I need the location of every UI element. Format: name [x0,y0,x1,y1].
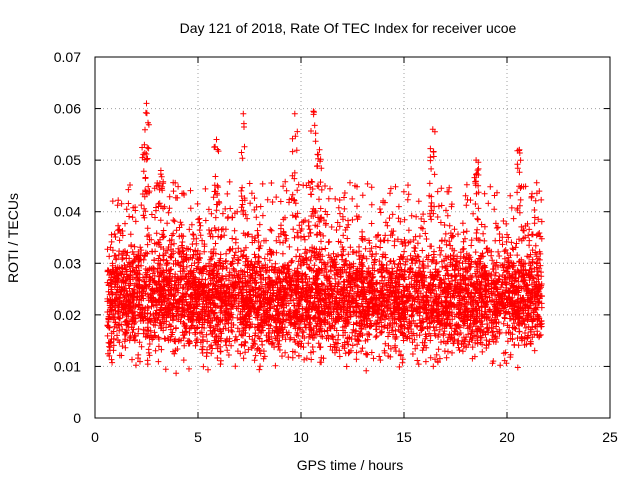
x-tick-label: 25 [602,429,618,445]
data-points [104,100,545,377]
y-tick-label: 0.06 [54,101,81,117]
roti-point-markers [104,100,545,377]
x-tick-label: 0 [91,429,99,445]
y-axis-label: ROTI / TECUs [5,193,21,283]
y-tick-label: 0.07 [54,49,81,65]
y-tick-label: 0.03 [54,255,81,271]
chart-title: Day 121 of 2018, Rate Of TEC Index for r… [180,20,517,36]
x-tick-label: 20 [499,429,515,445]
x-tick-label: 5 [194,429,202,445]
y-tick-label: 0 [73,410,81,426]
x-axis-label: GPS time / hours [297,457,404,473]
y-tick-label: 0.05 [54,152,81,168]
plot-frame [94,56,611,419]
y-tick-label: 0.01 [54,358,81,374]
y-tick-label: 0.04 [54,204,81,220]
x-tick-label: 10 [293,429,309,445]
y-tick-label: 0.02 [54,307,81,323]
x-tick-label: 15 [396,429,412,445]
axis-ticks: 0 5 10 15 20 25 0 0.01 0.02 0.03 0.04 0.05 0.06 0.07 [54,49,618,445]
